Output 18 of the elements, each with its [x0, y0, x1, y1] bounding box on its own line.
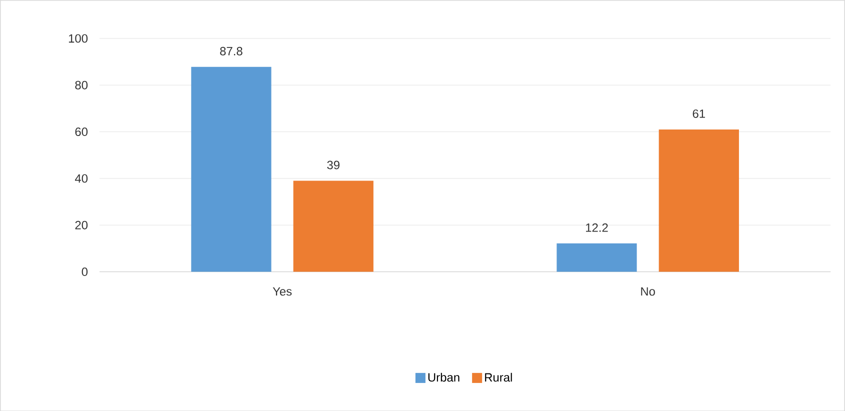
data-label: 87.8 [220, 46, 242, 56]
bar [191, 66, 272, 272]
y-tick-label: 60 [75, 127, 88, 136]
y-tick-label: 40 [74, 174, 88, 182]
y-tick-label: 20 [75, 220, 88, 230]
bar [293, 180, 374, 272]
bar [556, 243, 637, 272]
data-label: 12.2 [586, 223, 608, 232]
y-tick-label: 0 [82, 267, 88, 276]
y-tick-label: 80 [75, 80, 88, 90]
y-tick-label: 100 [68, 34, 88, 42]
legend-label: Rural [485, 372, 512, 382]
bar [658, 129, 739, 272]
legend-label: Urban [428, 372, 460, 382]
x-tick-label: No [641, 287, 655, 296]
data-label: 61 [692, 109, 705, 118]
data-label: 39 [327, 160, 340, 170]
x-tick-label: Yes [272, 287, 292, 296]
